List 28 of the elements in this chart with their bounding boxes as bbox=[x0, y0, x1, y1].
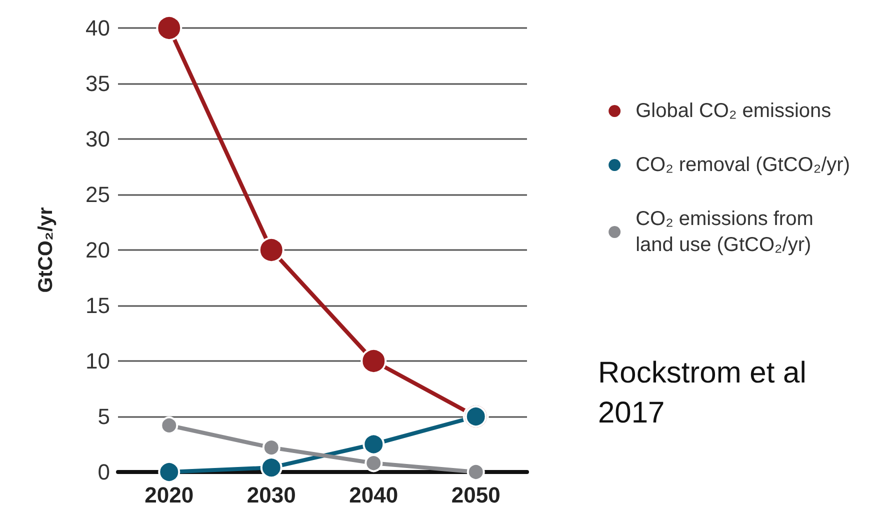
point bbox=[158, 461, 180, 483]
y-tick-label: 5 bbox=[98, 404, 110, 429]
x-tick-label: 2050 bbox=[451, 482, 500, 508]
y-axis-title: GtCO₂/yr bbox=[35, 207, 57, 293]
y-tick-label: 20 bbox=[86, 238, 110, 262]
point bbox=[156, 15, 182, 41]
y-tick-label: 0 bbox=[98, 460, 110, 484]
legend-label: CO₂ emissions from land use (GtCO₂/yr) bbox=[636, 208, 814, 256]
y-tick-label: 15 bbox=[86, 293, 110, 318]
x-tick-label: 2040 bbox=[349, 482, 398, 508]
point bbox=[360, 348, 387, 374]
point bbox=[258, 237, 284, 263]
legend-label: CO₂ removal (GtCO₂/yr) bbox=[636, 154, 850, 176]
y-tick-label: 35 bbox=[86, 71, 110, 96]
point bbox=[364, 454, 383, 472]
point bbox=[466, 463, 485, 481]
y-tick-label: 40 bbox=[86, 16, 110, 40]
y-tick-label: 10 bbox=[86, 348, 110, 374]
x-tick-label: 2020 bbox=[144, 482, 194, 508]
y-tick-label: 25 bbox=[86, 182, 110, 207]
y-tick-label: 30 bbox=[86, 126, 110, 152]
point bbox=[260, 456, 282, 479]
point bbox=[262, 438, 280, 457]
legend-label: Global CO₂ emissions bbox=[636, 100, 832, 122]
point bbox=[362, 433, 385, 456]
point bbox=[160, 416, 178, 434]
text: Rockstrom et al 2017 bbox=[598, 356, 806, 430]
x-tick-label: 2030 bbox=[246, 482, 296, 508]
